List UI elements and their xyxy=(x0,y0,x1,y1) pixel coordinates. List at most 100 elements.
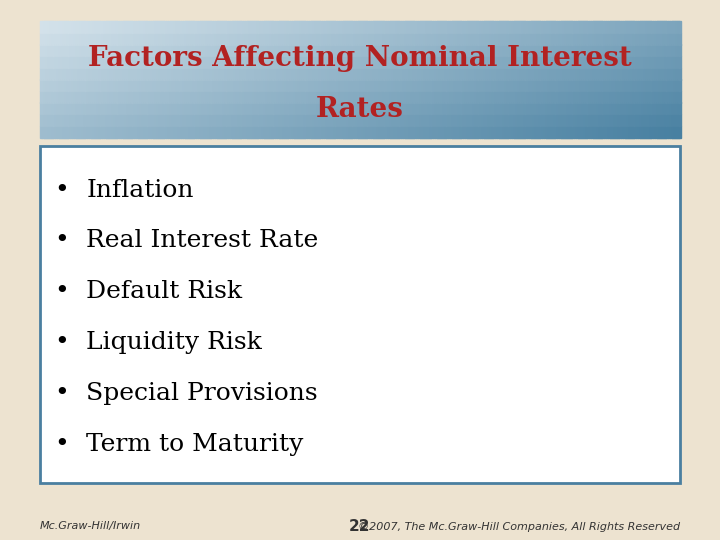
Bar xyxy=(608,32,611,45)
Bar xyxy=(625,91,628,103)
Bar xyxy=(260,32,263,45)
Bar xyxy=(61,44,64,56)
Bar xyxy=(93,114,96,126)
Bar xyxy=(612,44,615,56)
Bar xyxy=(634,102,636,114)
Bar xyxy=(89,32,91,45)
Bar xyxy=(574,56,577,68)
Bar xyxy=(130,56,132,68)
Bar xyxy=(230,126,233,138)
Bar xyxy=(526,79,529,91)
Bar xyxy=(150,32,153,45)
Bar xyxy=(371,91,374,103)
Bar xyxy=(199,126,202,138)
Bar xyxy=(437,126,440,138)
Bar xyxy=(223,56,226,68)
Bar xyxy=(132,56,135,68)
Bar xyxy=(307,56,310,68)
Bar xyxy=(561,21,564,33)
Bar xyxy=(324,91,327,103)
Bar xyxy=(272,68,275,79)
Bar xyxy=(631,91,634,103)
Bar xyxy=(396,79,399,91)
Bar xyxy=(146,114,149,126)
Bar xyxy=(281,126,284,138)
Bar xyxy=(366,56,369,68)
Bar xyxy=(73,21,76,33)
Bar xyxy=(281,21,284,33)
Bar xyxy=(501,56,504,68)
Bar xyxy=(245,44,248,56)
Bar xyxy=(315,44,318,56)
Bar xyxy=(384,79,387,91)
Bar xyxy=(106,56,109,68)
Bar xyxy=(240,68,243,79)
Bar xyxy=(210,91,213,103)
Bar xyxy=(601,21,604,33)
Bar xyxy=(192,44,194,56)
Bar xyxy=(371,32,374,45)
Bar xyxy=(322,21,325,33)
Bar xyxy=(402,102,405,114)
Bar xyxy=(482,102,485,114)
Bar xyxy=(422,21,425,33)
Bar xyxy=(559,68,562,79)
Bar xyxy=(526,91,529,103)
Bar xyxy=(91,102,94,114)
Bar xyxy=(467,56,469,68)
Bar xyxy=(93,91,96,103)
Bar xyxy=(486,91,489,103)
Bar xyxy=(99,68,102,79)
Bar xyxy=(91,21,94,33)
Bar xyxy=(230,114,233,126)
Bar xyxy=(351,114,354,126)
Bar xyxy=(281,91,284,103)
Bar xyxy=(659,56,662,68)
Bar xyxy=(595,91,598,103)
Bar xyxy=(503,126,506,138)
Bar xyxy=(426,102,429,114)
Bar xyxy=(386,102,389,114)
Bar xyxy=(634,79,636,91)
Bar xyxy=(531,56,534,68)
Bar xyxy=(595,79,598,91)
Bar xyxy=(497,44,500,56)
Bar xyxy=(595,56,598,68)
Bar xyxy=(503,56,506,68)
Bar xyxy=(80,32,83,45)
Bar xyxy=(307,79,310,91)
Bar xyxy=(204,21,207,33)
Bar xyxy=(106,114,109,126)
Bar xyxy=(407,68,410,79)
Bar xyxy=(57,126,60,138)
Bar xyxy=(431,68,433,79)
Bar xyxy=(192,79,194,91)
Bar xyxy=(369,102,372,114)
Bar xyxy=(181,91,184,103)
Bar xyxy=(95,32,98,45)
Bar xyxy=(73,102,76,114)
Bar xyxy=(647,126,649,138)
Bar xyxy=(230,32,233,45)
Bar xyxy=(407,102,410,114)
Bar xyxy=(349,114,352,126)
Bar xyxy=(650,68,653,79)
Bar xyxy=(334,114,337,126)
Bar xyxy=(516,68,519,79)
Bar xyxy=(73,126,76,138)
Bar xyxy=(616,21,619,33)
Bar xyxy=(210,32,213,45)
Bar xyxy=(343,68,346,79)
Bar xyxy=(287,114,290,126)
Bar xyxy=(554,56,557,68)
Bar xyxy=(477,56,480,68)
Bar xyxy=(161,32,164,45)
Bar xyxy=(66,21,68,33)
Bar xyxy=(578,114,581,126)
Bar xyxy=(665,126,668,138)
Bar xyxy=(533,68,536,79)
Bar xyxy=(554,114,557,126)
Bar xyxy=(93,56,96,68)
Bar xyxy=(326,79,328,91)
Bar xyxy=(66,79,68,91)
